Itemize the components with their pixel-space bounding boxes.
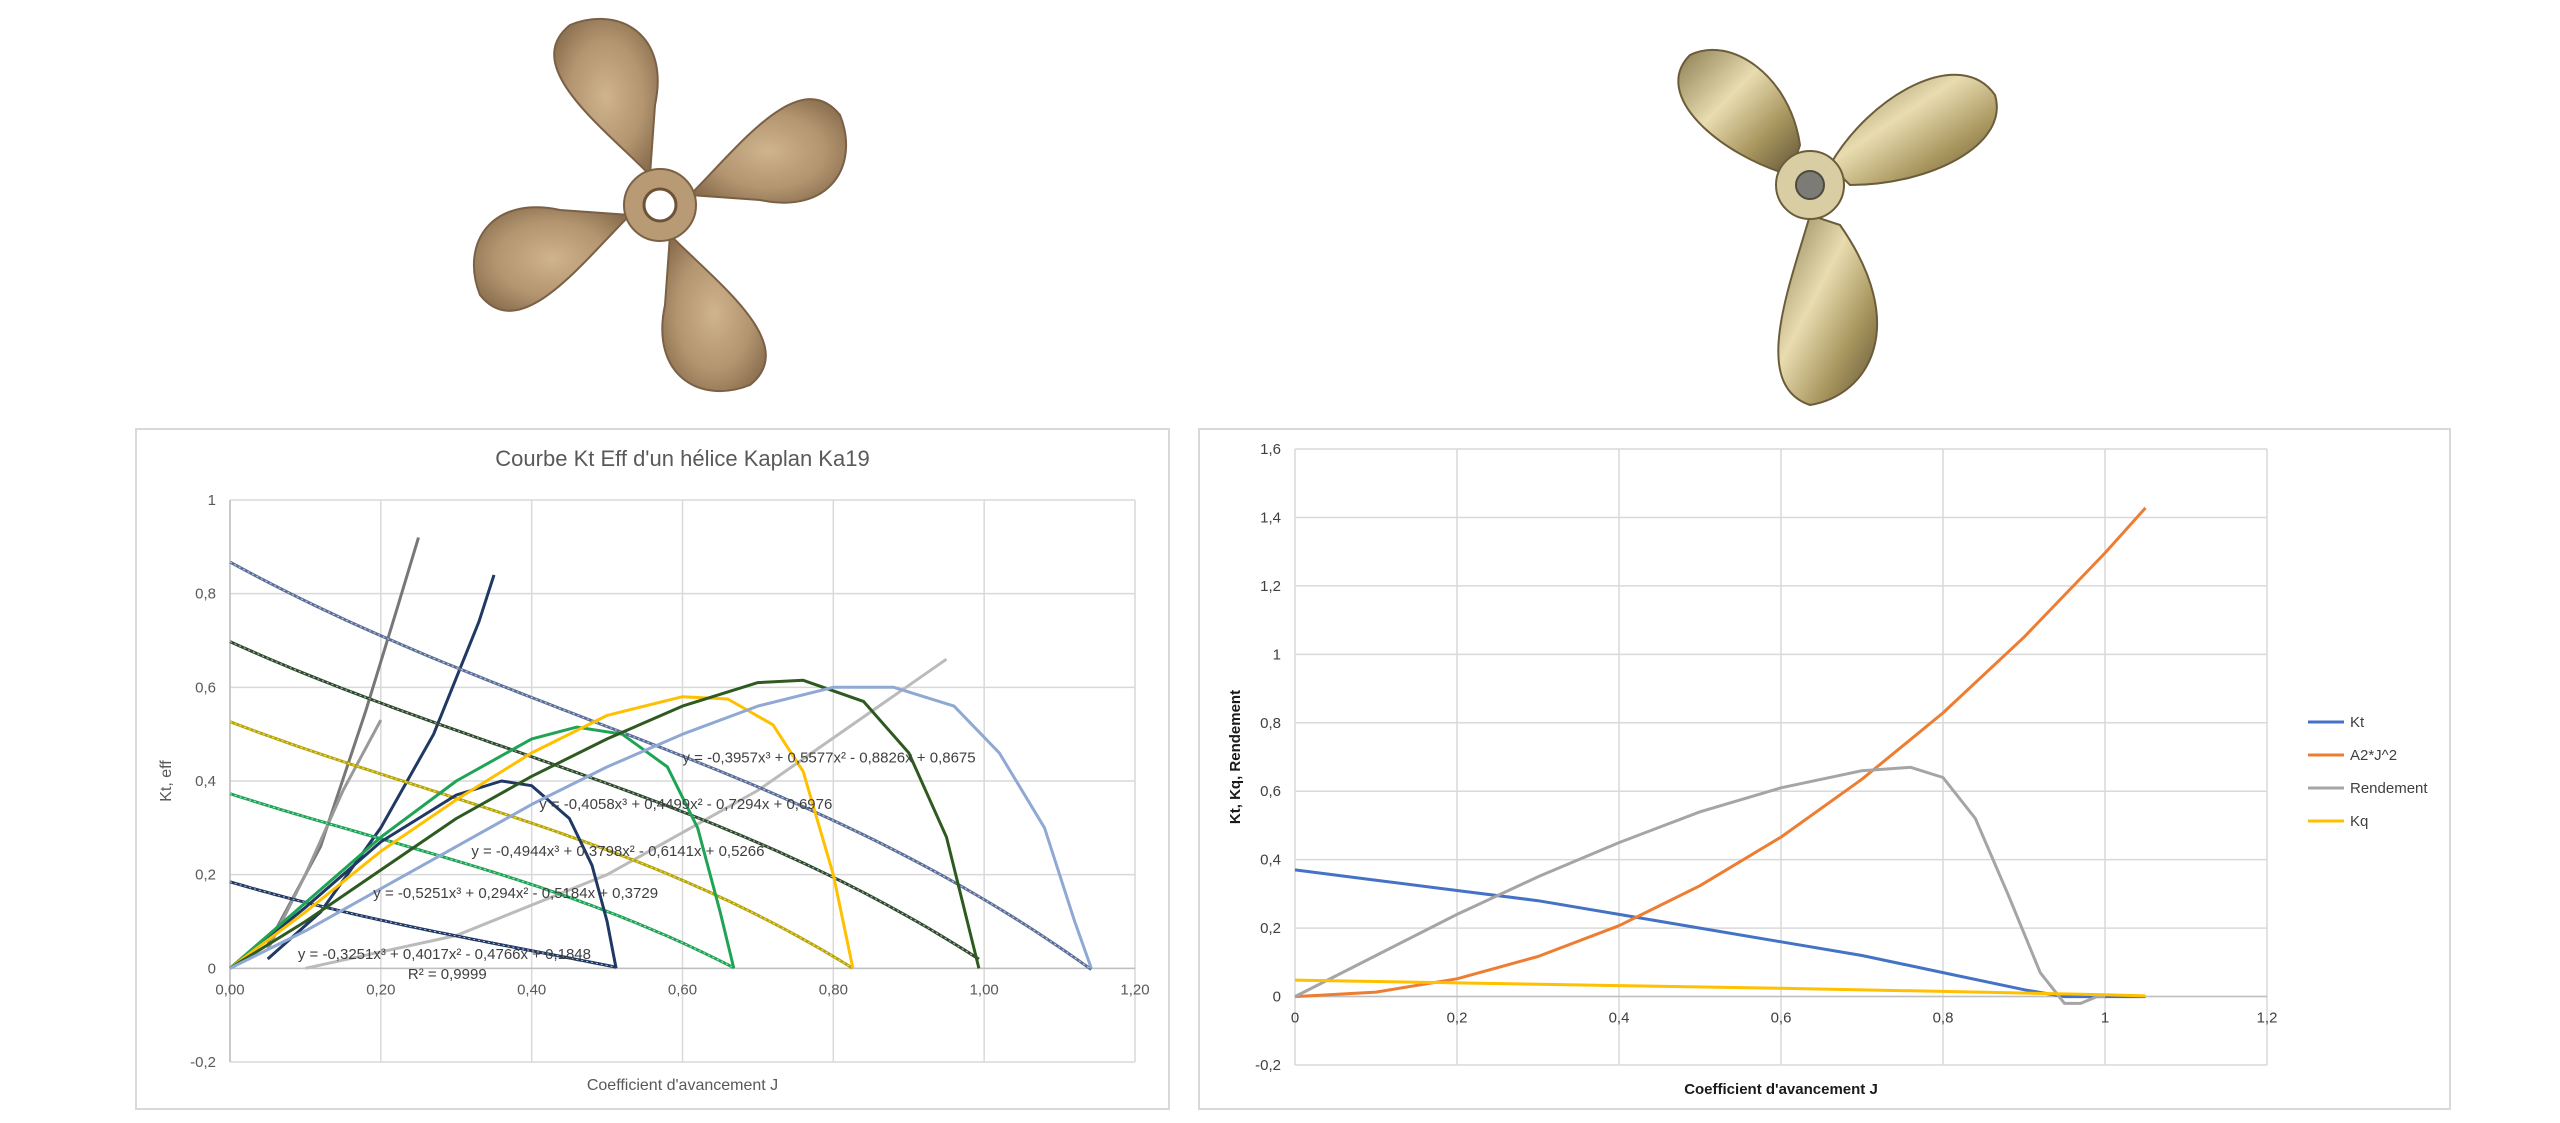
x-axis-title: Coefficient d'avancement J [587, 1077, 778, 1094]
kq-line [266, 719, 383, 951]
series-line-rendement [1294, 765, 2105, 1005]
eff-line [229, 678, 981, 970]
trendline-equation: y = -0,4944x³ + 0,3798x² - 0,6141x + 0,5… [471, 843, 764, 860]
kt-trendline [229, 721, 854, 969]
trendline-r2: R² = 0,9999 [408, 966, 487, 983]
y-tick-label: 0 [1273, 989, 1281, 1006]
y-tick-label: 0,8 [1260, 715, 1281, 732]
y-tick-label: 0,8 [195, 586, 216, 603]
y-tick-label: -0,2 [190, 1054, 216, 1071]
kt-trendline [229, 881, 617, 968]
four-blade-propeller-image [450, 10, 870, 410]
trendline-equation: y = -0,5251x³ + 0,294x² - 0,5184x + 0,37… [373, 885, 658, 902]
legend-label: Rendement [2350, 780, 2428, 797]
chart-title: Courbe Kt Eff d'un hélice Kaplan Ka19 [495, 446, 869, 471]
y-tick-label: 1 [208, 492, 216, 509]
series-line-a2j2 [1294, 506, 2147, 999]
x-tick-label: 0 [1291, 1010, 1299, 1027]
x-tick-label: 0,00 [215, 981, 244, 998]
x-tick-label: 0,20 [366, 981, 395, 998]
right-chart-frame: -0,2 0 0,2 0,4 0,6 0,8 1 1,2 1,4 1,6 0 0,2 0,4 0,6 0,8… [1198, 428, 2451, 1110]
x-tick-label: 1 [2101, 1010, 2109, 1027]
x-tick-label: 0,4 [1609, 1010, 1630, 1027]
three-blade-propeller-image [1620, 30, 2020, 410]
y-tick-label: 1,4 [1260, 509, 1281, 526]
trendline-equation: y = -0,3251x³ + 0,4017x² - 0,4766x + 0,1… [298, 946, 591, 963]
kq-line [305, 657, 948, 970]
y-tick-label: 1 [1273, 646, 1281, 663]
eff-line [229, 695, 855, 970]
left-chart-frame: Courbe Kt Eff d'un hélice Kaplan Ka19 -0,… [135, 428, 1170, 1110]
legend-label: Kt [2350, 714, 2365, 731]
kt-trendline [229, 561, 1092, 970]
x-tick-label: 0,40 [517, 981, 546, 998]
y-tick-label: 0,2 [1260, 920, 1281, 937]
kt-trendline [229, 641, 980, 960]
x-tick-label: 0,60 [668, 981, 697, 998]
y-tick-label: 1,2 [1260, 578, 1281, 595]
y-tick-label: 0,4 [1260, 852, 1281, 869]
y-tick-label: 1,6 [1260, 441, 1281, 458]
series-line-kq [1294, 978, 2146, 998]
legend-label: A2*J^2 [2350, 747, 2397, 764]
legend-label: Kq [2350, 813, 2368, 830]
y-tick-label: 0,6 [1260, 783, 1281, 800]
y-tick-label: 0,6 [195, 679, 216, 696]
y-tick-label: 0 [208, 960, 216, 977]
x-tick-label: 1,20 [1120, 981, 1149, 998]
kt-kq-rendement-chart: -0,2 0 0,2 0,4 0,6 0,8 1 1,2 1,4 1,6 0 0,2 0,4 0,6 0,8… [1227, 441, 2428, 1098]
kq-line [266, 537, 420, 946]
trendline-equation: y = -0,4058x³ + 0,4499x² - 0,7294x + 0,6… [539, 796, 832, 813]
eff-line [229, 725, 736, 970]
trendline-equation: y = -0,3957x³ + 0,5577x² - 0,8826x + 0,8… [683, 749, 976, 766]
kt-eff-chart: Courbe Kt Eff d'un hélice Kaplan Ka19 -0,… [158, 446, 1150, 1094]
kt-trendline [229, 793, 735, 969]
y-tick-label: -0,2 [1255, 1057, 1281, 1074]
x-tick-label: 0,80 [819, 981, 848, 998]
x-tick-label: 0,6 [1771, 1010, 1792, 1027]
y-axis-title: Kt, Kq, Rendement [1227, 690, 1244, 824]
x-tick-label: 0,2 [1447, 1010, 1468, 1027]
x-tick-label: 1,00 [970, 981, 999, 998]
y-tick-label: 0,4 [195, 773, 216, 790]
x-tick-label: 1,2 [2257, 1010, 2278, 1027]
y-axis-title: Kt, eff [158, 760, 175, 802]
x-tick-label: 0,8 [1933, 1010, 1954, 1027]
eff-line [229, 685, 1093, 970]
x-axis-title: Coefficient d'avancement J [1684, 1081, 1878, 1098]
series-line-kt [1294, 868, 2146, 999]
y-tick-label: 0,2 [195, 867, 216, 884]
